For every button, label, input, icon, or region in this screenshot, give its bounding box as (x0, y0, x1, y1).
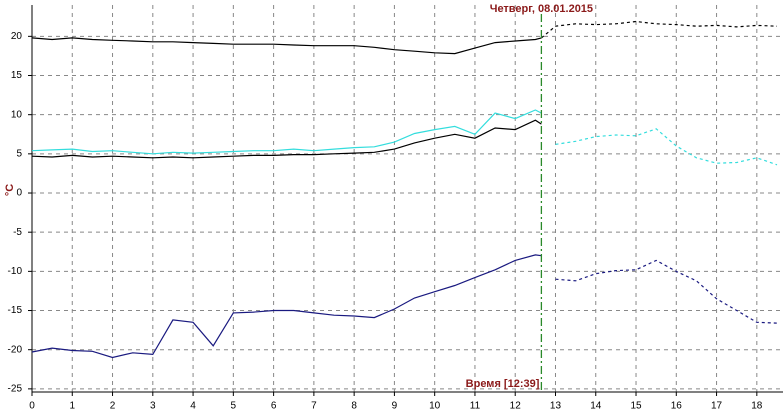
y-tick-label: -10 (8, 266, 23, 277)
x-tick-label: 16 (671, 401, 683, 412)
x-tick-label: 2 (110, 401, 116, 412)
y-tick-label: -20 (8, 344, 23, 355)
x-tick-label: 3 (150, 401, 156, 412)
x-tick-label: 18 (751, 401, 763, 412)
series-line (31, 254, 542, 359)
series-line (555, 259, 778, 324)
x-tick-label: 11 (470, 401, 481, 412)
x-tick-label: 9 (392, 401, 398, 412)
x-tick-label: 14 (590, 401, 602, 412)
x-tick-label: 13 (550, 401, 562, 412)
y-tick-label: -25 (8, 384, 23, 395)
date-annotation: Четверг, 08.01.2015 (490, 3, 593, 15)
series-line (31, 37, 542, 55)
x-tick-label: 5 (231, 401, 237, 412)
x-tick-label: 4 (190, 401, 196, 412)
y-tick-label: 15 (11, 70, 23, 81)
y-axis-label: °C (4, 184, 16, 196)
y-tick-label: -15 (8, 305, 23, 316)
y-tick-label: 0 (16, 188, 22, 199)
x-tick-label: 12 (510, 401, 522, 412)
x-tick-label: 1 (69, 401, 75, 412)
x-tick-label: 8 (351, 401, 357, 412)
series-line (31, 109, 542, 155)
series-line (31, 119, 542, 159)
y-tick-label: 5 (16, 148, 22, 159)
time-label: Время [12:39] (466, 378, 540, 390)
x-tick-label: 7 (311, 401, 317, 412)
x-tick-label: 17 (711, 401, 723, 412)
y-tick-label: 20 (11, 31, 23, 42)
series-line (555, 128, 778, 166)
y-tick-label: -5 (13, 227, 22, 238)
x-tick-label: 15 (630, 401, 642, 412)
y-tick-label: 10 (11, 109, 23, 120)
series-line (541, 20, 778, 39)
x-tick-label: 10 (429, 401, 441, 412)
x-tick-label: 6 (271, 401, 277, 412)
x-tick-label: 0 (29, 401, 35, 412)
